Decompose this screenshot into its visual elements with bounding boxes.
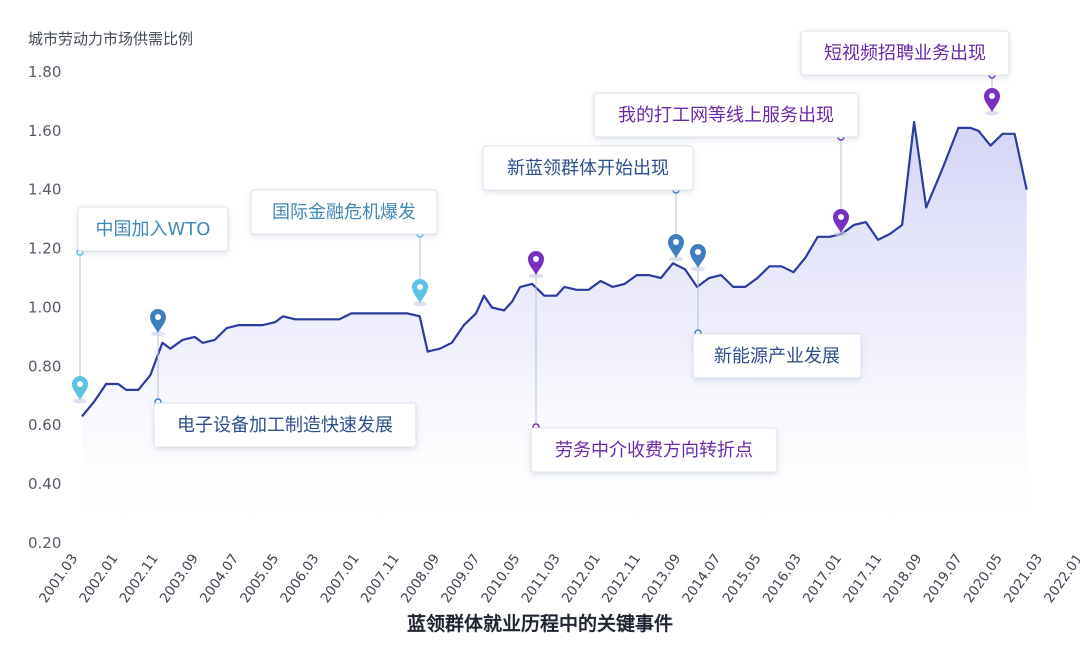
x-tick-label: 2004.07 bbox=[197, 551, 242, 606]
annotation-box bbox=[800, 30, 1010, 76]
y-tick-label: 0.40 bbox=[28, 475, 61, 493]
pin-shadow bbox=[669, 256, 683, 262]
annotation-box bbox=[77, 206, 229, 252]
pin-hole bbox=[155, 314, 161, 320]
x-tick-label: 2014.07 bbox=[679, 551, 724, 606]
y-tick-label: 1.60 bbox=[28, 122, 61, 140]
annotation-label: 中国加入WTO bbox=[96, 219, 211, 240]
x-tick-label: 2017.01 bbox=[800, 551, 845, 606]
annotation-label: 新能源产业发展 bbox=[714, 346, 840, 367]
y-tick-labels: 0.20 0.40 0.60 0.80 1.00 1.20 1.40 1.60 1.80 bbox=[28, 63, 61, 552]
annotation-label: 劳务中介收费方向转折点 bbox=[555, 440, 753, 461]
x-tick-label: 2005.05 bbox=[237, 551, 282, 606]
annotation-label: 新蓝领群体开始出现 bbox=[507, 158, 669, 179]
x-tick-label: 2007.11 bbox=[358, 551, 403, 606]
map-pin-icon bbox=[150, 309, 166, 333]
annotation-box bbox=[530, 427, 778, 473]
event-annotation: 中国加入WTO bbox=[72, 206, 229, 404]
x-tick-label: 2022.01 bbox=[1041, 551, 1080, 606]
y-tick-label: 0.20 bbox=[28, 534, 61, 552]
pin-hole bbox=[77, 381, 83, 387]
event-annotation: 劳务中介收费方向转折点 bbox=[528, 251, 778, 473]
y-tick-label: 0.80 bbox=[28, 357, 61, 375]
map-pin-icon bbox=[412, 279, 428, 303]
x-tick-label: 2015.05 bbox=[720, 551, 765, 606]
map-pin-icon bbox=[690, 244, 706, 268]
x-tick-labels: 2001.032002.012002.112003.092004.072005.… bbox=[36, 551, 1080, 606]
annotation-box bbox=[482, 145, 694, 191]
annotation-label: 我的打工网等线上服务出现 bbox=[618, 105, 834, 126]
x-tick-label: 2021.03 bbox=[1001, 551, 1046, 606]
x-tick-label: 2009.07 bbox=[438, 551, 483, 606]
pin-shadow bbox=[691, 266, 705, 272]
x-tick-label: 2001.03 bbox=[36, 551, 81, 606]
pin-shadow bbox=[529, 273, 543, 279]
annotation-box bbox=[153, 402, 417, 448]
map-pin-icon bbox=[72, 376, 88, 400]
pin-shadow bbox=[834, 231, 848, 237]
x-tick-label: 2013.09 bbox=[639, 551, 684, 606]
y-axis-title: 城市劳动力市场供需比例 bbox=[28, 30, 193, 48]
x-tick-label: 2008.09 bbox=[398, 551, 443, 606]
event-annotation: 新能源产业发展 bbox=[690, 244, 862, 379]
event-annotation: 我的打工网等线上服务出现 bbox=[593, 92, 859, 237]
chart-caption: 蓝领群体就业历程中的关键事件 bbox=[407, 612, 673, 635]
series-line bbox=[81, 120, 1028, 418]
event-annotation: 国际金融危机爆发 bbox=[250, 189, 438, 307]
y-tick-label: 1.80 bbox=[28, 63, 61, 81]
x-tick-label: 2017.11 bbox=[840, 551, 885, 606]
x-tick-label: 2011.03 bbox=[519, 551, 564, 606]
x-tick-label: 2002.01 bbox=[76, 551, 121, 606]
event-annotation: 新蓝领群体开始出现 bbox=[482, 145, 694, 262]
map-pin-icon bbox=[668, 234, 684, 258]
x-tick-label: 2007.01 bbox=[318, 551, 363, 606]
pin-shadow bbox=[985, 110, 999, 116]
pin-hole bbox=[673, 239, 679, 245]
pin-hole bbox=[695, 249, 701, 255]
x-tick-label: 2010.05 bbox=[478, 551, 523, 606]
x-tick-label: 2003.09 bbox=[157, 551, 202, 606]
y-tick-label: 1.20 bbox=[28, 240, 61, 258]
annotation-label: 电子设备加工制造快速发展 bbox=[177, 415, 393, 436]
pin-shadow bbox=[151, 331, 165, 337]
map-pin-icon bbox=[984, 88, 1000, 112]
x-tick-label: 2019.07 bbox=[921, 551, 966, 606]
x-tick-label: 2018.09 bbox=[880, 551, 925, 606]
y-tick-label: 0.60 bbox=[28, 416, 61, 434]
annotation-box bbox=[250, 189, 438, 235]
pin-hole bbox=[417, 284, 423, 290]
map-pin-icon bbox=[833, 209, 849, 233]
x-tick-label: 2006.03 bbox=[277, 551, 322, 606]
pin-shadow bbox=[73, 398, 87, 404]
annotation-label: 短视频招聘业务出现 bbox=[824, 43, 986, 64]
x-tick-label: 2020.05 bbox=[961, 551, 1006, 606]
event-annotation: 电子设备加工制造快速发展 bbox=[150, 309, 417, 448]
event-annotation: 短视频招聘业务出现 bbox=[800, 30, 1010, 116]
x-tick-label: 2012.01 bbox=[559, 551, 604, 606]
pin-hole bbox=[838, 214, 844, 220]
pin-hole bbox=[533, 256, 539, 262]
y-tick-label: 1.00 bbox=[28, 298, 61, 316]
pin-hole bbox=[989, 93, 995, 99]
annotation-box bbox=[593, 92, 859, 138]
x-tick-label: 2012.11 bbox=[599, 551, 644, 606]
annotation-label: 国际金融危机爆发 bbox=[272, 202, 416, 223]
map-pin-icon bbox=[528, 251, 544, 275]
annotation-box bbox=[692, 333, 862, 379]
y-tick-label: 1.40 bbox=[28, 181, 61, 199]
x-tick-label: 2002.11 bbox=[117, 551, 162, 606]
x-tick-label: 2016.03 bbox=[760, 551, 805, 606]
pin-shadow bbox=[413, 301, 427, 307]
